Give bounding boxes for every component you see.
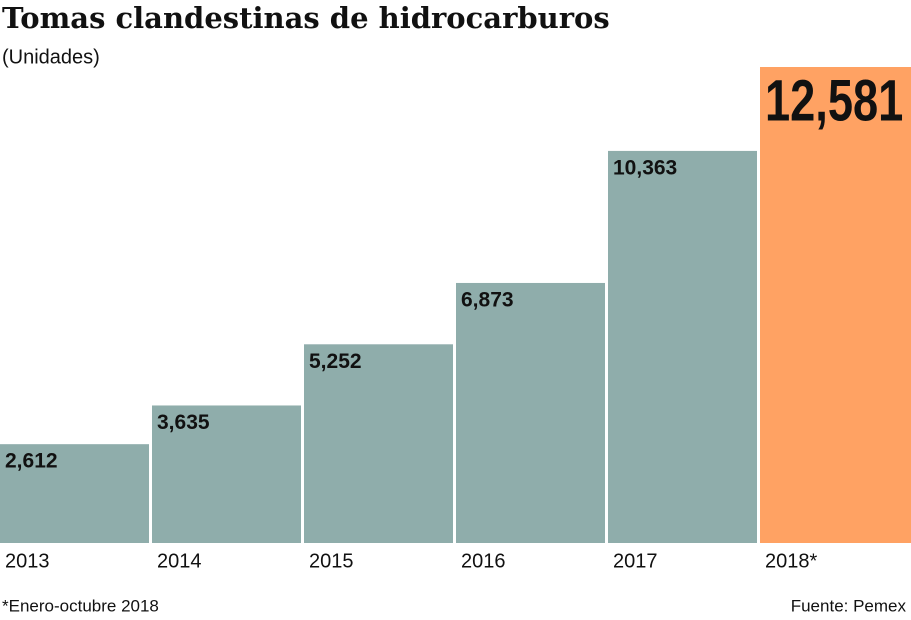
- x-tick-label: 2015: [309, 550, 354, 572]
- value-label: 12,581: [765, 69, 903, 134]
- value-label: 6,873: [461, 289, 514, 312]
- x-tick-label: 2017: [613, 550, 658, 572]
- x-tick-label: 2014: [157, 550, 202, 572]
- bar: [608, 150, 757, 543]
- value-label: 3,635: [157, 411, 210, 434]
- value-label: 5,252: [309, 350, 362, 373]
- chart-title: Tomas clandestinas de hidrocarburos: [2, 1, 610, 35]
- bar: [152, 405, 301, 543]
- value-label: 10,363: [613, 156, 677, 179]
- chart-subtitle: (Unidades): [2, 46, 100, 68]
- x-tick-label: 2018*: [765, 550, 817, 572]
- bar: [456, 282, 605, 543]
- x-tick-label: 2013: [5, 550, 50, 572]
- bar: [304, 344, 453, 543]
- x-tick-label: 2016: [461, 550, 506, 572]
- bar: [0, 444, 149, 543]
- footnote: *Enero-octubre 2018: [2, 596, 159, 615]
- bar: [760, 67, 911, 543]
- value-label: 2,612: [5, 450, 58, 473]
- source: Fuente: Pemex: [791, 596, 907, 615]
